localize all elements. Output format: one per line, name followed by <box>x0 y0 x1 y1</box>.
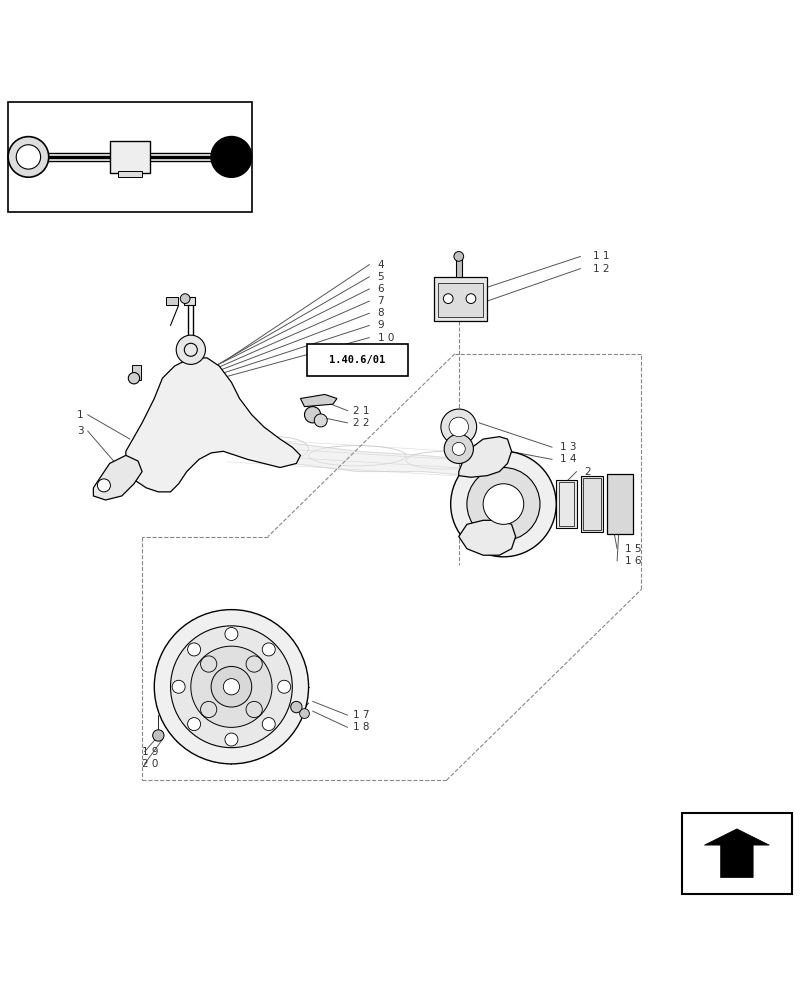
Polygon shape <box>93 455 142 500</box>
Circle shape <box>170 626 292 748</box>
Text: 1 5: 1 5 <box>624 544 641 554</box>
Polygon shape <box>703 829 768 878</box>
Bar <box>582 478 600 530</box>
Circle shape <box>191 646 272 727</box>
Circle shape <box>466 468 539 541</box>
Polygon shape <box>458 520 515 555</box>
Text: 6: 6 <box>377 284 384 294</box>
Circle shape <box>277 680 290 693</box>
Circle shape <box>444 434 473 463</box>
Bar <box>455 256 461 277</box>
Circle shape <box>154 610 308 764</box>
Text: 9: 9 <box>377 320 384 330</box>
Text: 1 3: 1 3 <box>560 442 576 452</box>
Text: 5: 5 <box>377 272 384 282</box>
Circle shape <box>450 451 556 557</box>
Bar <box>118 171 142 177</box>
Bar <box>183 297 195 305</box>
Bar <box>8 102 251 212</box>
Bar <box>681 813 791 894</box>
Circle shape <box>299 709 309 718</box>
Circle shape <box>452 442 465 455</box>
Text: 2 1: 2 1 <box>353 406 369 416</box>
Text: 1 8: 1 8 <box>353 722 369 732</box>
Circle shape <box>219 145 243 169</box>
Text: 1 6: 1 6 <box>624 556 641 566</box>
Bar <box>434 277 487 321</box>
Text: 2: 2 <box>584 467 590 477</box>
Bar <box>580 476 603 532</box>
Circle shape <box>97 479 110 492</box>
Circle shape <box>453 252 463 261</box>
Text: 1 0: 1 0 <box>377 333 393 343</box>
Bar <box>131 365 141 380</box>
Polygon shape <box>458 437 511 477</box>
Circle shape <box>448 417 468 437</box>
Circle shape <box>225 627 238 640</box>
Polygon shape <box>300 394 337 407</box>
Bar <box>166 297 178 305</box>
Text: 1 4: 1 4 <box>560 454 576 464</box>
Text: 2 2: 2 2 <box>353 418 369 428</box>
Circle shape <box>304 407 320 423</box>
Circle shape <box>211 137 251 177</box>
Circle shape <box>8 137 49 177</box>
Text: 1 7: 1 7 <box>353 710 369 720</box>
Circle shape <box>225 733 238 746</box>
Circle shape <box>172 680 185 693</box>
Polygon shape <box>178 423 531 476</box>
Text: 3: 3 <box>584 479 590 489</box>
Bar <box>558 482 573 526</box>
Text: 3: 3 <box>77 426 84 436</box>
Circle shape <box>262 718 275 731</box>
Bar <box>556 480 576 528</box>
Text: 8: 8 <box>377 308 384 318</box>
Circle shape <box>223 679 239 695</box>
Polygon shape <box>126 358 300 492</box>
Bar <box>607 474 633 534</box>
Text: 1 2: 1 2 <box>592 264 608 274</box>
Circle shape <box>152 730 164 741</box>
Circle shape <box>187 643 200 656</box>
Circle shape <box>466 294 475 303</box>
Circle shape <box>128 373 139 384</box>
Circle shape <box>290 701 302 713</box>
Text: 1 9: 1 9 <box>142 747 158 757</box>
Circle shape <box>262 643 275 656</box>
Text: 4: 4 <box>377 260 384 270</box>
Circle shape <box>314 414 327 427</box>
Text: 1: 1 <box>77 410 84 420</box>
Text: 1.40.6/01: 1.40.6/01 <box>328 355 385 365</box>
Circle shape <box>180 294 190 303</box>
Text: 1 1: 1 1 <box>592 251 608 261</box>
Circle shape <box>440 409 476 445</box>
Circle shape <box>16 145 41 169</box>
FancyBboxPatch shape <box>307 344 407 376</box>
Circle shape <box>211 666 251 707</box>
Bar <box>438 283 483 317</box>
Text: 2 0: 2 0 <box>142 759 158 769</box>
Circle shape <box>443 294 453 303</box>
Circle shape <box>176 335 205 364</box>
Text: 7: 7 <box>377 296 384 306</box>
Circle shape <box>483 484 523 524</box>
Circle shape <box>187 718 200 731</box>
Bar <box>109 141 150 173</box>
